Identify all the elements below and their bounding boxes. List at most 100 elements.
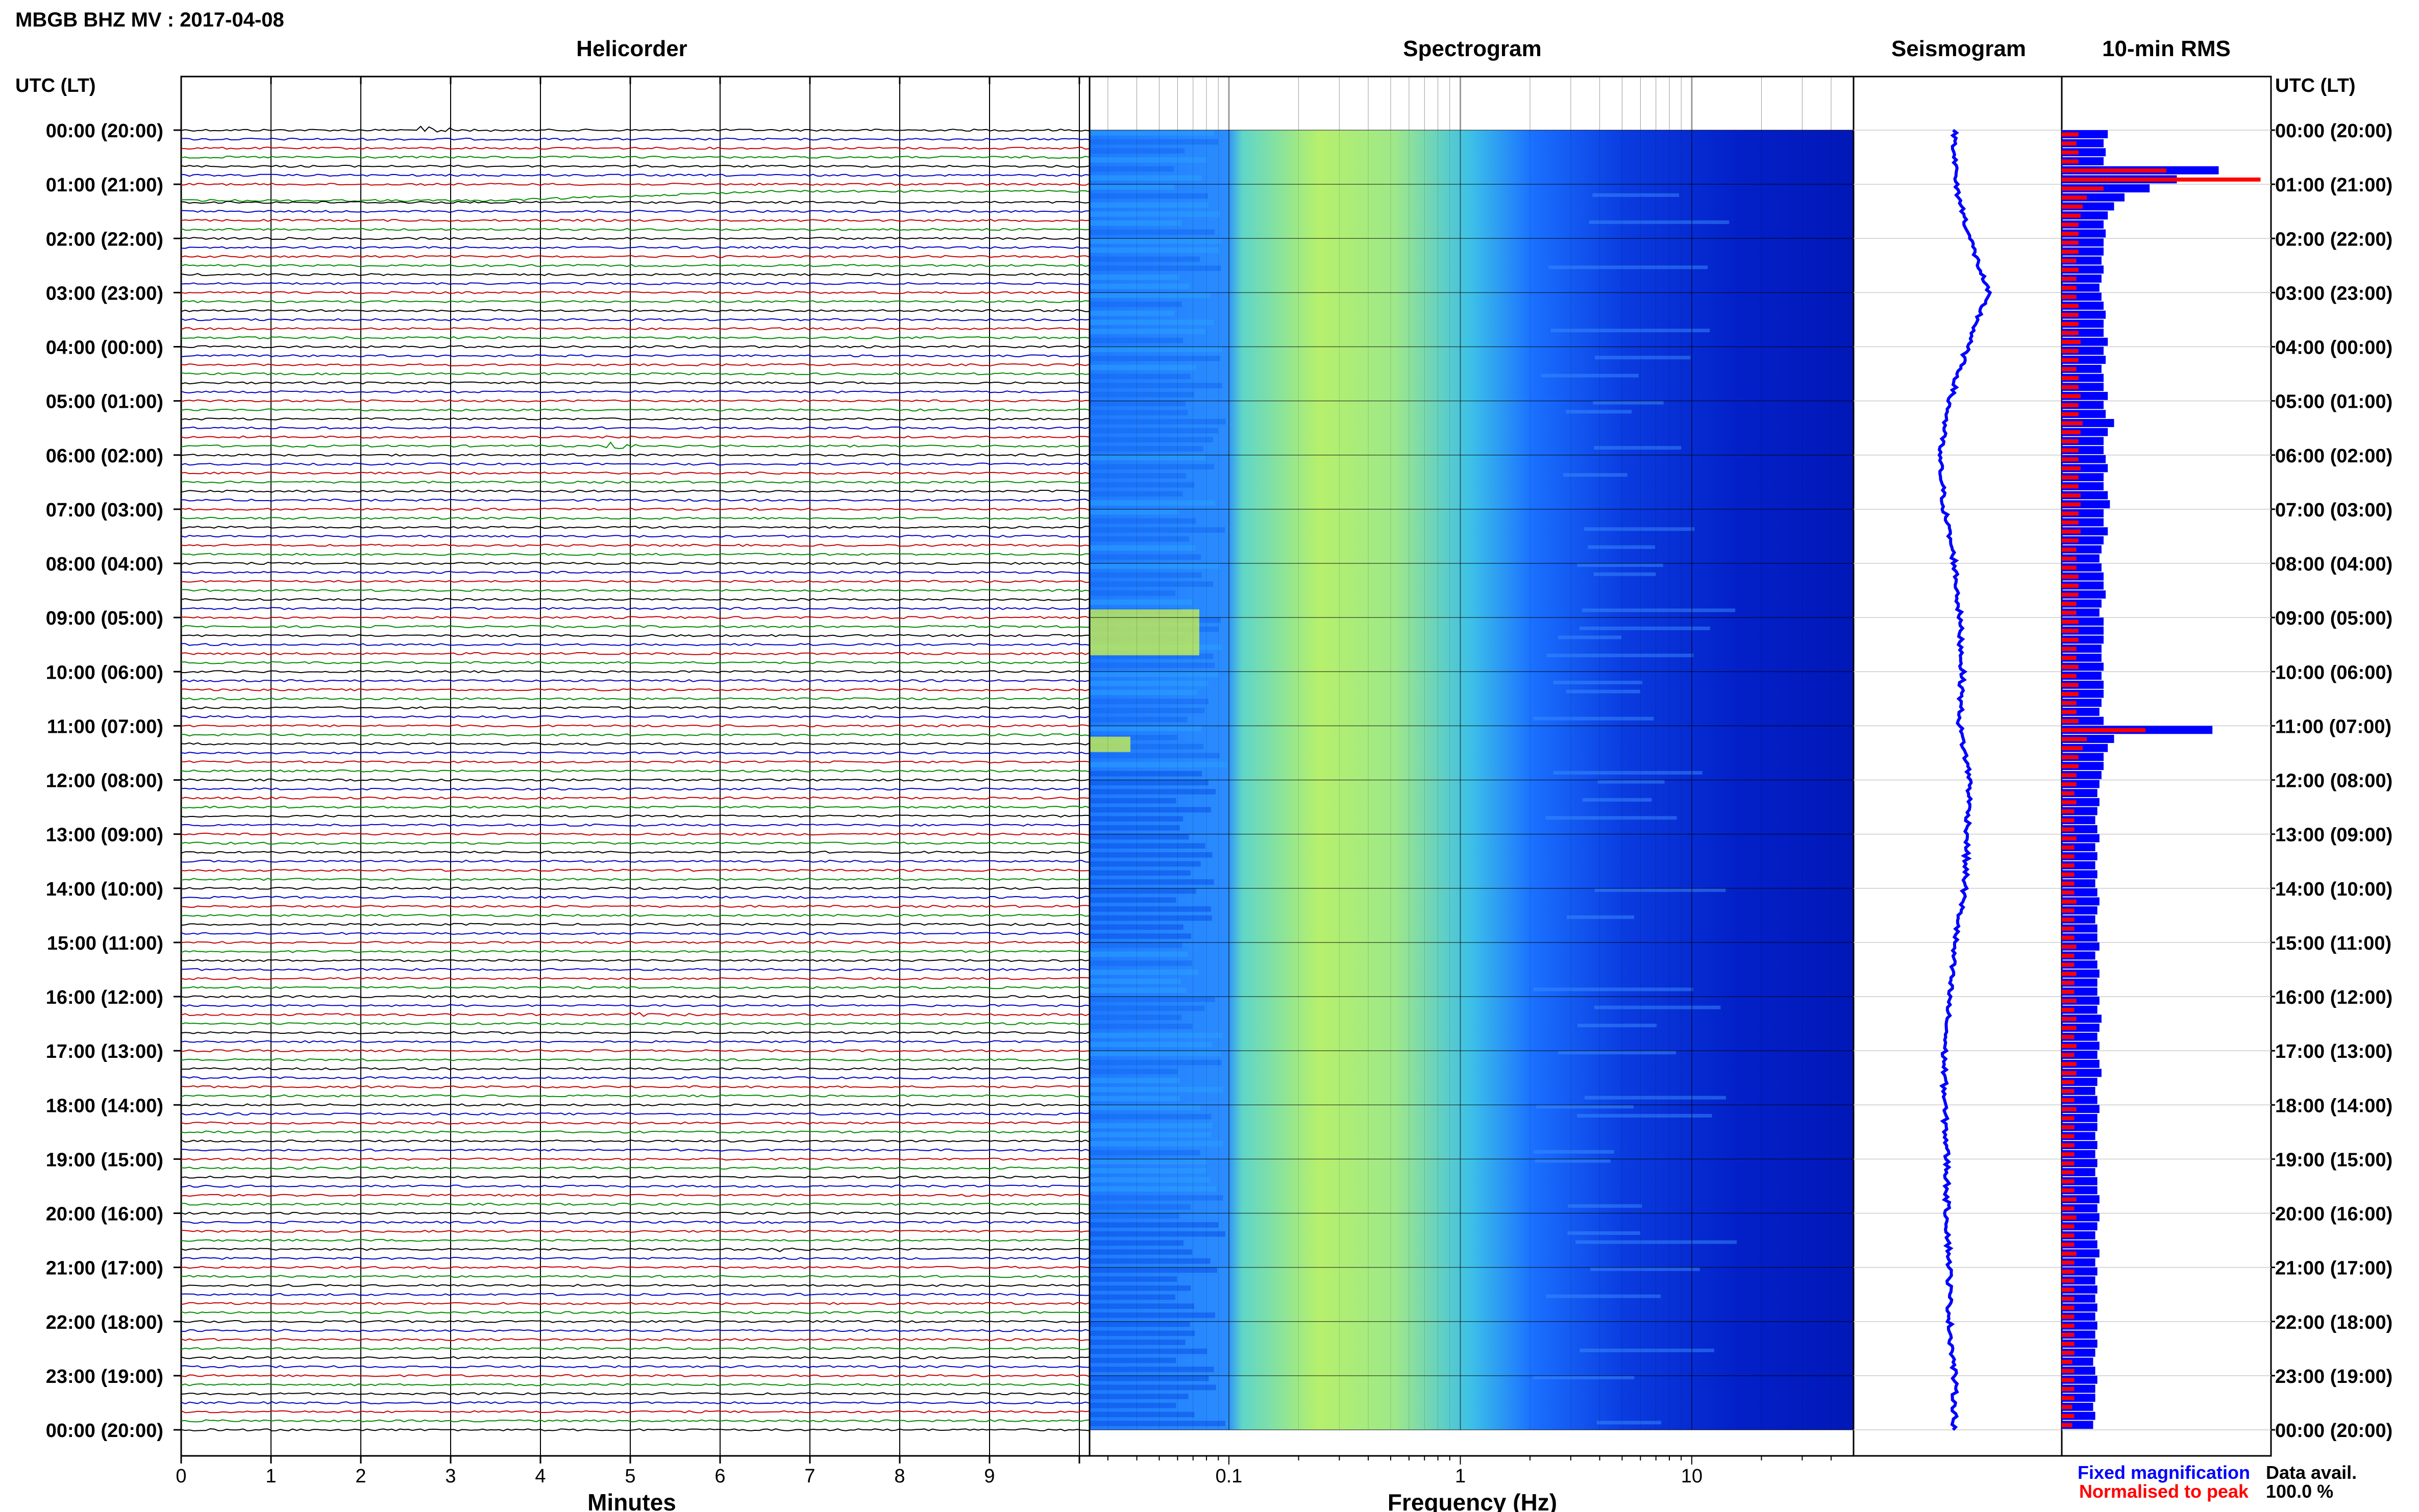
spectrogram-row xyxy=(1090,942,1182,948)
rms-bar-normalised xyxy=(2062,466,2081,470)
rms-bar-normalised xyxy=(2062,1179,2075,1184)
spectrogram-row xyxy=(1090,1177,1211,1183)
spectrogram-row xyxy=(1090,680,1208,686)
rms-bar-normalised xyxy=(2062,845,2075,850)
rms-bar-normalised xyxy=(2062,177,2261,182)
helicorder-trace xyxy=(181,814,1090,818)
spectrogram-band xyxy=(1594,446,1682,450)
seismogram-trace xyxy=(1937,129,1992,1431)
helicorder-trace xyxy=(181,137,1090,141)
helicorder-trace xyxy=(181,1058,1090,1061)
rms-bar-normalised xyxy=(2062,168,2166,173)
time-label-left: 12:00 (08:00) xyxy=(46,771,163,792)
helicorder-trace xyxy=(181,526,1090,529)
time-label-left: 03:00 (23:00) xyxy=(46,283,163,304)
helicorder-trace xyxy=(181,905,1090,908)
helicorder-trace xyxy=(181,309,1090,312)
helicorder-trace xyxy=(181,1112,1090,1116)
spectrogram-row xyxy=(1090,391,1194,398)
spectrogram-band xyxy=(1579,1348,1714,1352)
helicorder-trace xyxy=(181,859,1090,863)
spectrogram-row xyxy=(1090,924,1183,930)
helicorder-trace xyxy=(181,1356,1090,1359)
spectrogram-row xyxy=(1090,1005,1205,1011)
spectrogram-row xyxy=(1090,969,1199,975)
spectrogram-band xyxy=(1577,1024,1657,1028)
helicorder-trace xyxy=(181,896,1090,899)
spectrogram-row xyxy=(1090,960,1192,966)
time-label-left: 01:00 (21:00) xyxy=(46,175,163,196)
rms-bar-normalised xyxy=(2062,1287,2075,1292)
rms-bar-normalised xyxy=(2062,520,2079,525)
helicorder-trace xyxy=(181,534,1090,538)
rms-bar-normalised xyxy=(2062,1297,2075,1301)
spectrogram-row xyxy=(1090,1394,1189,1399)
spectrogram-row xyxy=(1090,265,1221,271)
rms-bar-normalised xyxy=(2062,1116,2075,1121)
spectrogram-row xyxy=(1090,1402,1176,1408)
spectrogram-row xyxy=(1090,374,1191,380)
time-label-right: 15:00 (11:00) xyxy=(2275,933,2391,954)
rms-bar-normalised xyxy=(2062,358,2079,362)
spectrogram-band xyxy=(1533,987,1693,992)
helicorder-trace xyxy=(181,841,1090,845)
rms-bar-normalised xyxy=(2062,728,2145,732)
rms-bar-normalised xyxy=(2062,565,2077,570)
time-label-left: 20:00 (16:00) xyxy=(46,1204,163,1225)
spectrogram-row xyxy=(1090,581,1214,587)
helicorder-trace xyxy=(181,381,1090,385)
helicorder-trace xyxy=(181,878,1090,881)
rms-bar-normalised xyxy=(2062,1260,2075,1265)
helicorder-trace xyxy=(181,1040,1090,1044)
rms-bar-normalised xyxy=(2062,755,2079,759)
rms-bar-normalised xyxy=(2062,403,2079,408)
rms-bar-normalised xyxy=(2062,1107,2077,1111)
rms-bar-normalised xyxy=(2062,1044,2077,1048)
spectrogram-row xyxy=(1090,518,1196,524)
spectrogram-row xyxy=(1090,310,1175,316)
spectrogram-band xyxy=(1533,1150,1614,1154)
helicorder-trace xyxy=(181,652,1090,655)
helicorder-trace xyxy=(181,255,1090,258)
time-label-right: 21:00 (17:00) xyxy=(2275,1258,2392,1279)
helicorder-trace xyxy=(181,372,1090,376)
spectrogram-row xyxy=(1090,1204,1191,1210)
spectrogram-row xyxy=(1090,437,1213,442)
helicorder-trace xyxy=(181,1031,1090,1034)
spectrogram-row xyxy=(1090,987,1187,993)
time-label-right: 23:00 (19:00) xyxy=(2275,1366,2392,1387)
rms-bar-normalised xyxy=(2062,286,2077,290)
rms-bar-normalised xyxy=(2062,304,2079,308)
helicorder-xlabel: Minutes xyxy=(587,1489,676,1512)
helicorder-trace xyxy=(181,1329,1090,1332)
time-label-left: 21:00 (17:00) xyxy=(46,1258,163,1279)
helicorder-trace xyxy=(181,1347,1090,1350)
spectrogram-row xyxy=(1090,1150,1200,1156)
helicorder-trace xyxy=(181,1410,1090,1414)
rms-bar-normalised xyxy=(2062,1062,2077,1067)
helicorder-trace xyxy=(181,688,1090,691)
helicorder-trace xyxy=(181,1157,1090,1161)
time-label-left: 07:00 (03:00) xyxy=(46,500,163,521)
helicorder-trace xyxy=(181,1256,1090,1260)
rms-bar-normalised xyxy=(2062,385,2079,389)
helicorder-trace xyxy=(181,580,1090,583)
spectrogram-row xyxy=(1090,319,1214,326)
helicorder-trace xyxy=(181,453,1090,457)
spectrogram-band xyxy=(1579,626,1710,630)
helicorder-trace xyxy=(181,796,1090,800)
helicorder-trace xyxy=(181,1022,1090,1026)
spectrogram-band xyxy=(1567,1231,1640,1235)
helicorder-trace xyxy=(181,1221,1090,1224)
spectrogram-row xyxy=(1090,500,1216,506)
rms-bar-normalised xyxy=(2062,1197,2077,1202)
spectrogram-row xyxy=(1090,807,1211,813)
spectrogram-row xyxy=(1090,527,1225,533)
rms-bar-normalised xyxy=(2062,1080,2075,1084)
helicorder-trace xyxy=(181,543,1090,547)
spectrogram-row xyxy=(1090,978,1181,984)
rms-bar-normalised xyxy=(2062,1396,2075,1400)
helicorder-trace xyxy=(181,499,1090,502)
spectrogram-row xyxy=(1090,997,1215,1002)
helicorder-trace xyxy=(181,472,1090,475)
